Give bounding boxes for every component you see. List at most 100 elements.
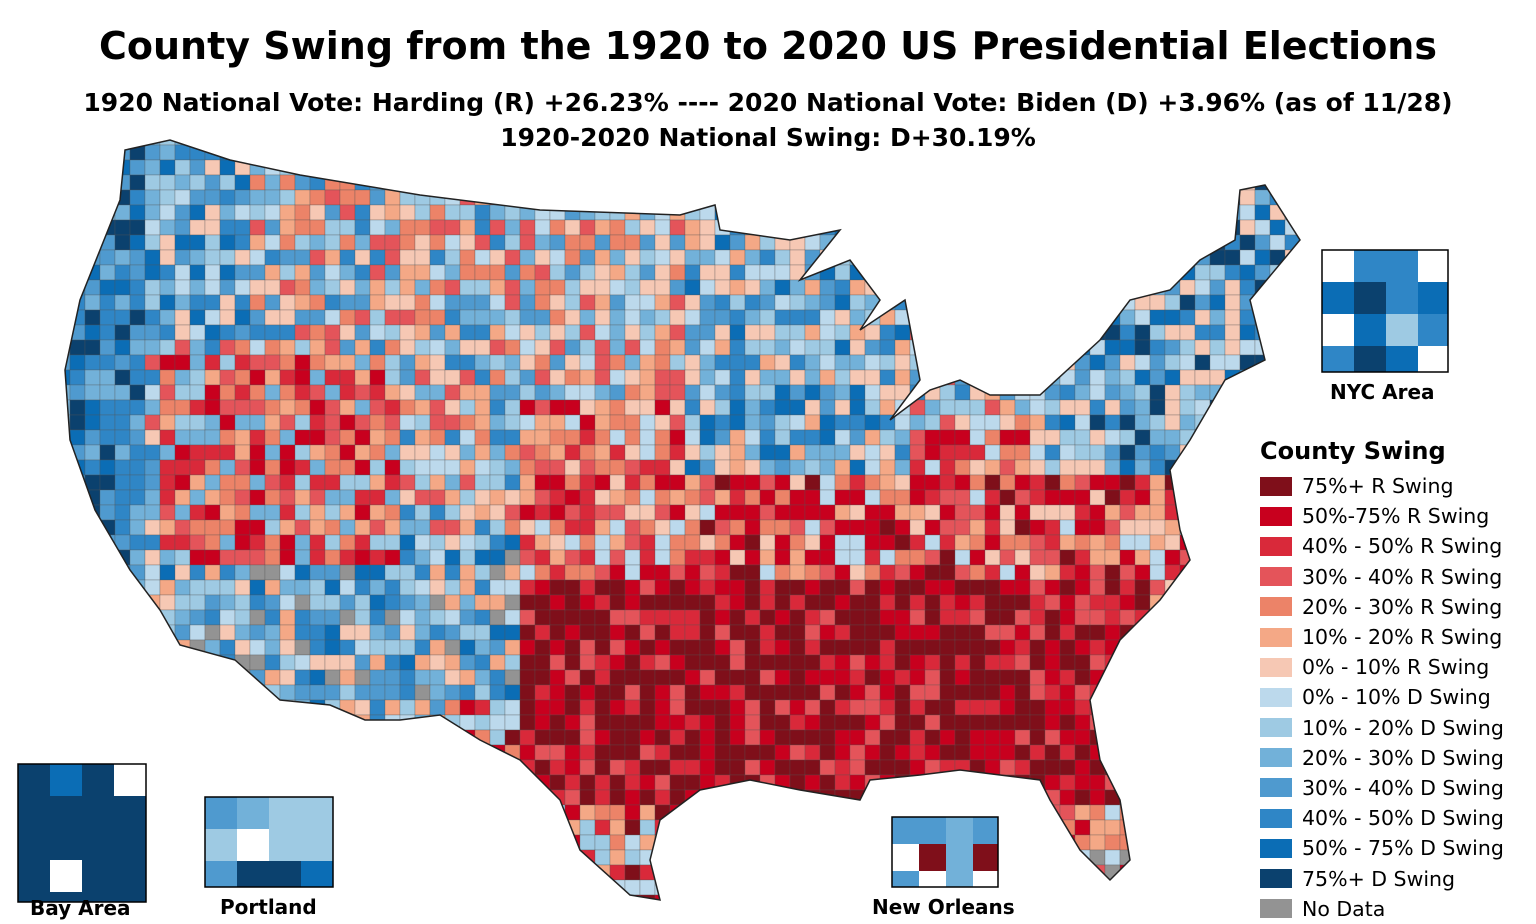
county [474, 414, 491, 431]
county [999, 744, 1016, 761]
county [564, 339, 581, 356]
county [519, 399, 536, 416]
county [609, 140, 626, 146]
county [1194, 504, 1211, 521]
county [1134, 444, 1151, 461]
county [849, 789, 866, 806]
county [894, 549, 911, 566]
county [954, 609, 971, 626]
county [549, 594, 566, 611]
county [654, 399, 671, 416]
county [189, 699, 206, 716]
county [969, 144, 986, 161]
county [159, 339, 176, 356]
county [759, 414, 776, 431]
county [1014, 564, 1031, 581]
county [339, 504, 356, 521]
county [729, 609, 746, 626]
county [789, 879, 806, 896]
county [84, 369, 101, 386]
county [129, 140, 146, 146]
county [1029, 234, 1046, 251]
county [1164, 249, 1181, 266]
county [834, 894, 851, 900]
county [384, 219, 401, 236]
county [894, 264, 911, 281]
county [564, 579, 581, 596]
county [399, 324, 416, 341]
county [65, 459, 71, 476]
county [301, 861, 333, 887]
county [939, 594, 956, 611]
county [474, 234, 491, 251]
county [1134, 354, 1151, 371]
county [339, 729, 356, 746]
county [69, 339, 86, 356]
county [684, 369, 701, 386]
county [429, 729, 446, 746]
county [894, 429, 911, 446]
county [639, 354, 656, 371]
county [999, 324, 1016, 341]
county [504, 219, 521, 236]
county-cells [65, 140, 1300, 900]
county [1119, 774, 1136, 791]
county [579, 789, 596, 806]
county [459, 140, 476, 146]
county [1014, 204, 1031, 221]
county [579, 759, 596, 776]
county [954, 339, 971, 356]
county [804, 369, 821, 386]
county [894, 759, 911, 776]
county [1149, 894, 1166, 900]
county [174, 159, 191, 176]
county [429, 579, 446, 596]
county [1239, 894, 1256, 900]
county [1209, 864, 1226, 881]
county [894, 789, 911, 806]
county [144, 504, 161, 521]
county [819, 174, 836, 191]
county [84, 549, 101, 566]
county [1044, 864, 1061, 881]
county [609, 564, 626, 581]
county [264, 234, 281, 251]
county [339, 219, 356, 236]
county [549, 294, 566, 311]
county [69, 399, 86, 416]
county [84, 234, 101, 251]
county [339, 759, 356, 776]
county [219, 414, 236, 431]
county [504, 354, 521, 371]
county [579, 894, 596, 900]
county [204, 489, 221, 506]
county [1119, 699, 1136, 716]
county [489, 354, 506, 371]
county [939, 204, 956, 221]
county [609, 489, 626, 506]
county [519, 159, 536, 176]
county [684, 819, 701, 836]
county [909, 684, 926, 701]
county [1239, 489, 1256, 506]
county [624, 369, 641, 386]
county [384, 459, 401, 476]
county [624, 834, 641, 851]
county [639, 504, 656, 521]
county [1134, 849, 1151, 866]
county [774, 219, 791, 236]
county [894, 639, 911, 656]
county [1284, 354, 1300, 371]
county [789, 669, 806, 686]
county [1194, 894, 1211, 900]
county [924, 140, 941, 146]
county [969, 534, 986, 551]
legend-label: 30% - 40% R Swing [1302, 564, 1503, 589]
county [714, 444, 731, 461]
county [354, 429, 371, 446]
county [219, 774, 236, 791]
county [1029, 519, 1046, 536]
county [1134, 279, 1151, 296]
county [1224, 819, 1241, 836]
county [504, 849, 521, 866]
